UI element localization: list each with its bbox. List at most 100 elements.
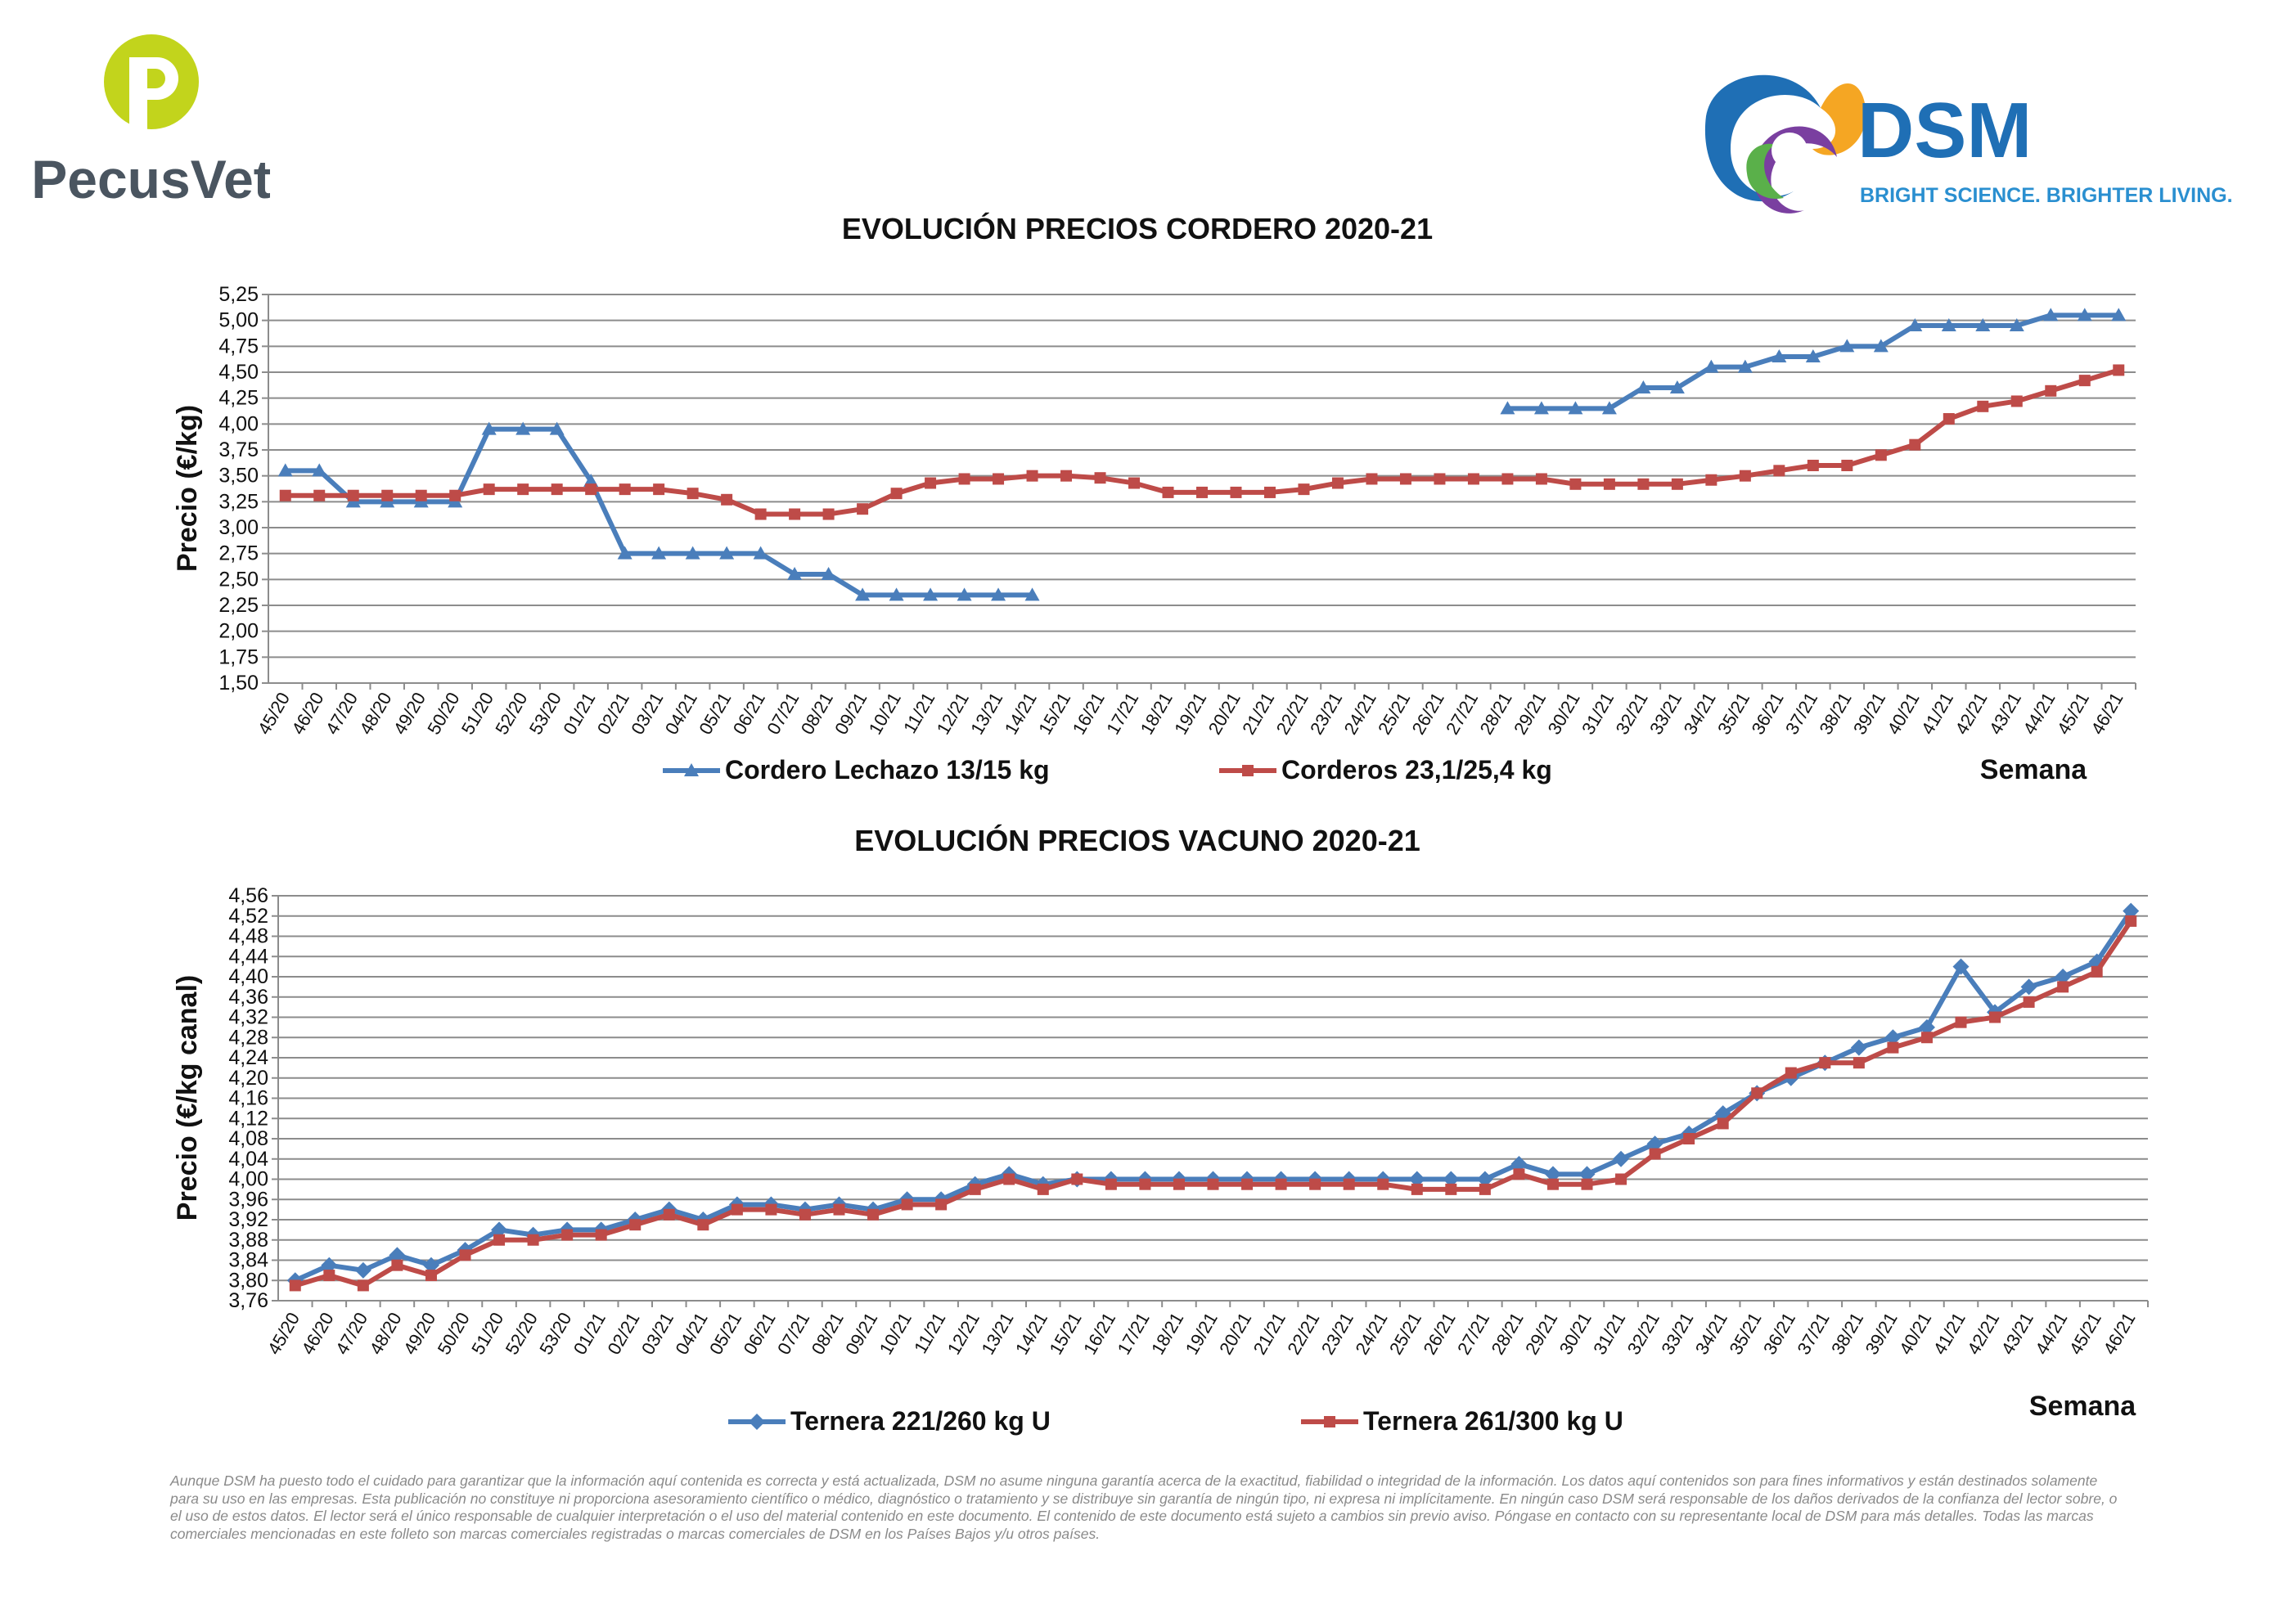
x-axis-label: Semana bbox=[2029, 1391, 2136, 1422]
data-point bbox=[2125, 915, 2137, 927]
data-point bbox=[1646, 1135, 1663, 1153]
x-tick-label: 37/21 bbox=[1793, 1309, 1833, 1358]
data-point bbox=[2057, 981, 2069, 993]
x-tick-label: 53/20 bbox=[525, 689, 565, 738]
x-tick-label: 35/21 bbox=[1725, 1309, 1765, 1358]
data-point bbox=[1546, 1178, 1559, 1190]
x-tick-label: 11/21 bbox=[899, 689, 939, 737]
data-point bbox=[799, 1208, 811, 1221]
series-line bbox=[285, 426, 1033, 598]
legend-marker bbox=[1324, 1416, 1335, 1427]
data-point bbox=[1443, 1171, 1460, 1188]
x-tick-label: 05/21 bbox=[695, 689, 735, 738]
data-point bbox=[697, 1219, 709, 1231]
x-tick-label: 43/21 bbox=[1985, 689, 2025, 738]
y-tick-label: 2,75 bbox=[218, 542, 259, 565]
data-point bbox=[321, 1257, 338, 1274]
x-tick-label: 06/21 bbox=[729, 689, 769, 738]
data-point bbox=[517, 483, 529, 496]
data-point bbox=[1819, 1057, 1831, 1069]
x-tick-label: 12/21 bbox=[933, 689, 973, 738]
data-point bbox=[1207, 1178, 1219, 1190]
data-point bbox=[1445, 1183, 1457, 1195]
y-tick-label: 2,50 bbox=[218, 568, 259, 591]
data-point bbox=[549, 421, 565, 435]
data-point bbox=[822, 508, 835, 520]
y-tick-label: 4,20 bbox=[228, 1067, 268, 1090]
y-tick-label: 3,25 bbox=[218, 490, 259, 513]
x-tick-label: 08/21 bbox=[808, 1309, 848, 1358]
data-point bbox=[1909, 438, 1921, 451]
data-point bbox=[1603, 478, 1615, 490]
data-point bbox=[1737, 359, 1753, 373]
legend-item: Corderos 23,1/25,4 kg bbox=[1219, 755, 1552, 785]
x-tick-label: 41/21 bbox=[1917, 689, 1957, 738]
data-point bbox=[1873, 339, 1889, 353]
data-point bbox=[1683, 1133, 1695, 1144]
x-tick-label: 46/21 bbox=[2087, 689, 2127, 738]
x-tick-label: 25/21 bbox=[1374, 689, 1414, 738]
x-tick-label: 01/21 bbox=[559, 689, 599, 738]
x-tick-label: 50/20 bbox=[434, 1309, 474, 1358]
y-tick-label: 4,28 bbox=[228, 1026, 268, 1049]
x-tick-label: 50/20 bbox=[423, 689, 463, 738]
data-point bbox=[1773, 465, 1785, 477]
x-tick-label: 28/21 bbox=[1488, 1309, 1528, 1358]
y-axis-label: Precio (€/kg canal) bbox=[172, 975, 203, 1221]
x-tick-label: 22/21 bbox=[1272, 689, 1312, 738]
data-point bbox=[1173, 1178, 1185, 1190]
x-tick-label: 42/21 bbox=[1963, 1309, 2003, 1358]
y-tick-label: 1,50 bbox=[218, 672, 259, 695]
data-point bbox=[1399, 473, 1411, 485]
data-point bbox=[1907, 318, 1923, 331]
x-tick-label: 20/21 bbox=[1215, 1309, 1255, 1358]
x-tick-label: 18/21 bbox=[1147, 1309, 1187, 1358]
data-point bbox=[1162, 486, 1174, 498]
data-point bbox=[923, 587, 939, 601]
data-point bbox=[551, 483, 563, 496]
data-point bbox=[1263, 486, 1276, 498]
x-tick-label: 36/21 bbox=[1747, 689, 1787, 738]
x-tick-label: 04/21 bbox=[661, 689, 701, 738]
data-point bbox=[1501, 473, 1514, 485]
data-point bbox=[1807, 460, 1819, 471]
x-tick-label: 40/21 bbox=[1895, 1309, 1935, 1358]
data-point bbox=[279, 489, 291, 501]
legend-marker bbox=[684, 763, 699, 776]
y-tick-label: 4,44 bbox=[228, 945, 268, 968]
x-tick-label: 19/21 bbox=[1182, 1309, 1222, 1358]
x-tick-label: 05/21 bbox=[705, 1309, 745, 1358]
data-point bbox=[1615, 1173, 1627, 1185]
legend-marker bbox=[1242, 765, 1254, 776]
data-point bbox=[1476, 1171, 1493, 1188]
x-tick-label: 10/21 bbox=[865, 689, 905, 738]
data-point bbox=[685, 546, 700, 560]
data-point bbox=[1003, 1173, 1015, 1185]
y-tick-label: 3,84 bbox=[228, 1249, 268, 1272]
x-tick-label: 47/20 bbox=[322, 689, 362, 738]
data-point bbox=[1196, 486, 1208, 498]
x-tick-label: 45/21 bbox=[2065, 1309, 2105, 1358]
x-tick-label: 26/21 bbox=[1419, 1309, 1459, 1358]
x-tick-label: 30/21 bbox=[1555, 1309, 1596, 1358]
x-tick-label: 17/21 bbox=[1114, 1309, 1154, 1358]
x-tick-label: 29/21 bbox=[1510, 689, 1550, 738]
x-tick-label: 03/21 bbox=[637, 1309, 678, 1358]
x-tick-label: 21/21 bbox=[1249, 1309, 1290, 1358]
data-point bbox=[425, 1270, 437, 1282]
x-tick-label: 11/21 bbox=[910, 1309, 949, 1357]
y-tick-label: 4,50 bbox=[218, 361, 259, 384]
data-point bbox=[1613, 1150, 1630, 1167]
data-point bbox=[1060, 470, 1073, 482]
x-axis-label: Semana bbox=[1980, 754, 2087, 785]
pecusvet-logo: PecusVet bbox=[31, 33, 272, 213]
x-tick-label: 30/21 bbox=[1544, 689, 1584, 738]
x-tick-label: 23/21 bbox=[1306, 689, 1346, 738]
x-tick-label: 32/21 bbox=[1623, 1309, 1663, 1358]
x-tick-label: 41/21 bbox=[1929, 1309, 1970, 1358]
data-point bbox=[1884, 1029, 1902, 1046]
x-tick-label: 12/21 bbox=[943, 1309, 984, 1358]
data-point bbox=[1569, 478, 1582, 490]
data-point bbox=[2010, 395, 2023, 407]
legend-item: Cordero Lechazo 13/15 kg bbox=[663, 755, 1050, 785]
